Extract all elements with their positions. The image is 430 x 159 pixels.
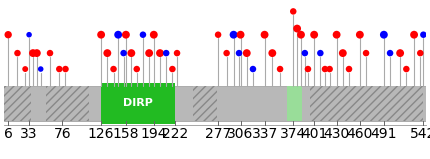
Point [290,10,297,13]
Point [146,52,153,54]
Point [150,33,157,36]
Point [346,68,353,70]
Point [311,33,318,36]
Point [403,68,410,70]
Point [14,52,21,54]
Point [139,33,146,36]
Point [237,33,244,36]
Point [261,33,268,36]
Point [326,68,333,70]
Point [123,33,129,36]
Bar [287,86,302,121]
Point [249,68,256,70]
Point [301,52,308,54]
Point [133,68,140,70]
Point [22,68,29,70]
Bar [194,86,217,121]
Point [362,52,369,54]
Point [157,52,163,54]
Point [110,68,117,70]
Bar [310,86,424,121]
Point [115,33,122,36]
Point [230,33,237,36]
Point [420,33,427,36]
Bar [4,86,426,121]
Point [294,27,301,30]
Point [56,68,63,70]
Point [381,33,387,36]
Point [304,68,311,70]
Point [322,68,329,70]
Point [339,52,346,54]
Point [223,52,230,54]
Point [62,68,69,70]
Text: DIRP: DIRP [123,98,153,108]
Point [269,52,276,54]
Point [411,33,418,36]
Point [333,33,340,36]
Point [163,52,170,54]
Point [243,52,250,54]
Point [46,52,53,54]
Point [98,33,104,36]
Point [387,52,393,54]
Point [356,33,363,36]
Point [298,33,304,36]
Point [104,52,111,54]
Point [215,33,221,36]
Point [120,52,127,54]
Point [417,52,424,54]
Bar [101,83,175,124]
Point [37,68,44,70]
Point [34,52,40,54]
Point [26,33,33,36]
Point [174,52,181,54]
Point [236,52,243,54]
Bar [46,86,89,121]
Point [128,52,135,54]
Point [317,52,324,54]
Point [397,52,404,54]
Bar [4,86,31,121]
Point [276,68,283,70]
Point [5,33,12,36]
Point [30,52,37,54]
Point [169,68,176,70]
